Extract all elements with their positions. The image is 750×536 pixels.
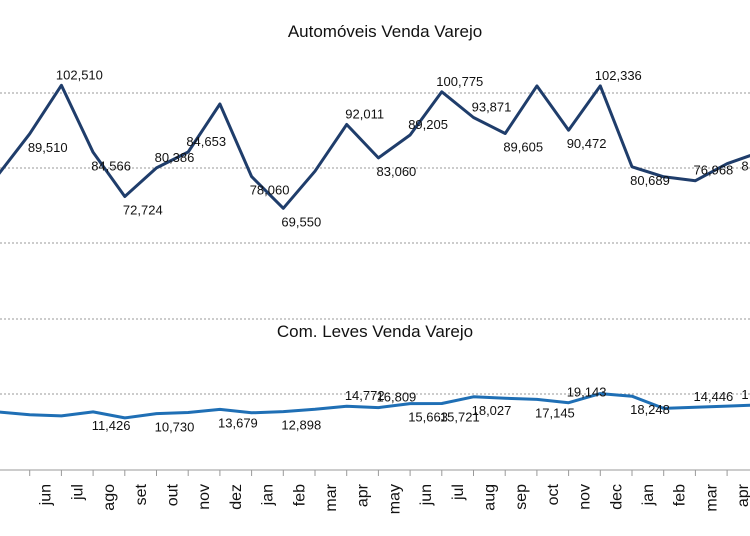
data-label: 18,027 [472, 403, 512, 418]
data-label: 76,968 [694, 163, 734, 178]
series-line-0 [0, 83, 750, 210]
data-label: 93,871 [472, 100, 512, 115]
data-label: 90,472 [567, 136, 607, 151]
data-label: 13,679 [218, 415, 258, 430]
data-label: 69,550 [281, 214, 321, 229]
x-tick-label: sep [513, 484, 530, 510]
data-label: 15,663 [408, 410, 448, 425]
x-tick-label: nov [577, 484, 594, 510]
x-tick-label: out [165, 483, 182, 506]
x-tick-label: set [133, 483, 150, 505]
x-tick-labels: jun jul ago set out nov dez jan feb mar apr may jun j… [29, 470, 750, 514]
data-label: 78,060 [250, 183, 290, 198]
data-label: 89,205 [408, 117, 448, 132]
data-label: 92,011 [345, 107, 384, 122]
data-label: 10,730 [155, 420, 195, 435]
data-label: 16,809 [377, 390, 417, 405]
data-label: 102,510 [56, 67, 103, 82]
data-label: 1 [741, 387, 748, 402]
data-label: 80,689 [630, 173, 670, 188]
x-tick-label: may [386, 484, 403, 514]
data-label: 17,145 [535, 405, 575, 420]
chart-title-com-leves: Com. Leves Venda Varejo [277, 322, 473, 341]
x-tick-label: jun [38, 484, 55, 506]
chart-title-automoveis: Automóveis Venda Varejo [288, 22, 482, 41]
x-tick-label: jun [418, 484, 435, 506]
x-tick-label: jan [260, 484, 277, 506]
data-label: 102,336 [595, 68, 642, 83]
x-tick-label: apr [735, 483, 750, 507]
data-label: 19,143 [567, 385, 607, 400]
x-tick-label: jul [450, 484, 467, 501]
data-label: 8 [741, 159, 748, 174]
x-tick-label: aug [482, 484, 499, 511]
data-label: 14,446 [694, 389, 734, 404]
x-tick-label: mar [703, 483, 720, 511]
data-label: 15,721 [440, 410, 480, 425]
x-tick-label: dez [228, 484, 245, 510]
x-tick-label: nov [196, 484, 213, 510]
data-label: 14,772 [345, 388, 385, 403]
data-label: 18,248 [630, 402, 670, 417]
x-tick-label: dec [608, 484, 625, 510]
data-label: 11,426 [92, 418, 131, 433]
data-label: 84,566 [91, 158, 131, 173]
x-tick-label: ago [101, 484, 118, 511]
x-tick-label: feb [291, 484, 308, 506]
x-tick-label: jan [640, 484, 657, 506]
x-tick-label: mar [323, 483, 340, 511]
x-tick-label: apr [355, 483, 372, 507]
data-label: 100,775 [436, 74, 483, 89]
data-label: 80,386 [155, 150, 195, 165]
x-tick-label: feb [672, 484, 689, 506]
x-tick-label: oct [545, 483, 562, 505]
gridlines [0, 92, 750, 395]
data-label: 72,724 [123, 203, 163, 218]
data-label: 89,510 [28, 140, 68, 155]
data-label: 84,653 [186, 134, 226, 149]
data-label: 12,898 [281, 418, 321, 433]
data-label: 83,060 [377, 164, 417, 179]
x-tick-label: jul [69, 484, 86, 501]
data-label: 89,605 [503, 140, 543, 155]
